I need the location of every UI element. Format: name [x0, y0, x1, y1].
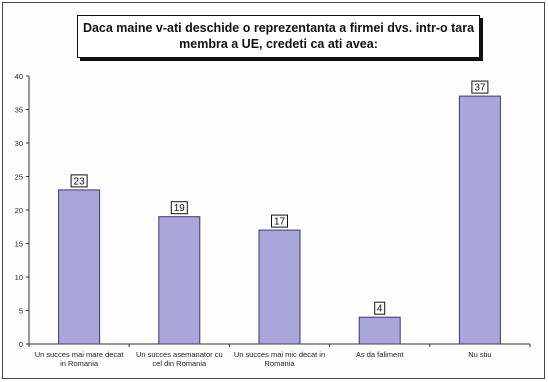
bar: [58, 189, 101, 345]
bar: [158, 216, 201, 345]
y-tick-label: 0: [19, 340, 23, 349]
data-label: 37: [474, 83, 486, 94]
y-tick-label: 35: [15, 106, 23, 115]
x-tick-label: in Romania: [60, 359, 99, 368]
bar: [358, 316, 401, 345]
chart-title-line-1: Daca maine v-ati deschide o reprezentant…: [82, 21, 475, 35]
data-label: 4: [377, 304, 383, 315]
y-tick-label: 10: [15, 273, 23, 282]
data-label-box: [471, 80, 489, 94]
data-label: 23: [74, 176, 86, 187]
data-label: 19: [174, 203, 186, 214]
x-tick-label: Un succes mai mare decat: [35, 350, 125, 359]
y-tick-label: 20: [15, 206, 23, 215]
data-label-box: [271, 214, 288, 228]
y-tick-label: 40: [15, 72, 23, 81]
data-label-box: [70, 174, 88, 188]
data-label-box: [170, 201, 188, 215]
x-tick-label: Un succes mai mic decat in: [234, 350, 325, 359]
x-tick-label: cel din Romania: [152, 359, 207, 368]
data-label-box: [374, 301, 386, 315]
bar: [458, 95, 501, 345]
y-tick-label: 5: [19, 307, 23, 316]
chart-bars: [58, 95, 501, 345]
chart-title: Daca maine v-ati deschide o reprezentant…: [77, 15, 480, 58]
x-tick-label: Un succes asemanator cu: [136, 350, 223, 359]
y-tick-label: 25: [15, 173, 23, 182]
x-tick-label: As da faliment: [356, 350, 404, 359]
x-tick-label: Nu stiu: [468, 350, 491, 359]
x-tick-label: Romania: [264, 359, 295, 368]
y-tick-label: 30: [15, 139, 23, 148]
chart-title-line-2: membra a UE, credeti ca ati avea:: [179, 37, 378, 51]
data-label: 17: [274, 217, 286, 228]
y-tick-label: 15: [15, 240, 23, 249]
bar: [258, 229, 301, 345]
